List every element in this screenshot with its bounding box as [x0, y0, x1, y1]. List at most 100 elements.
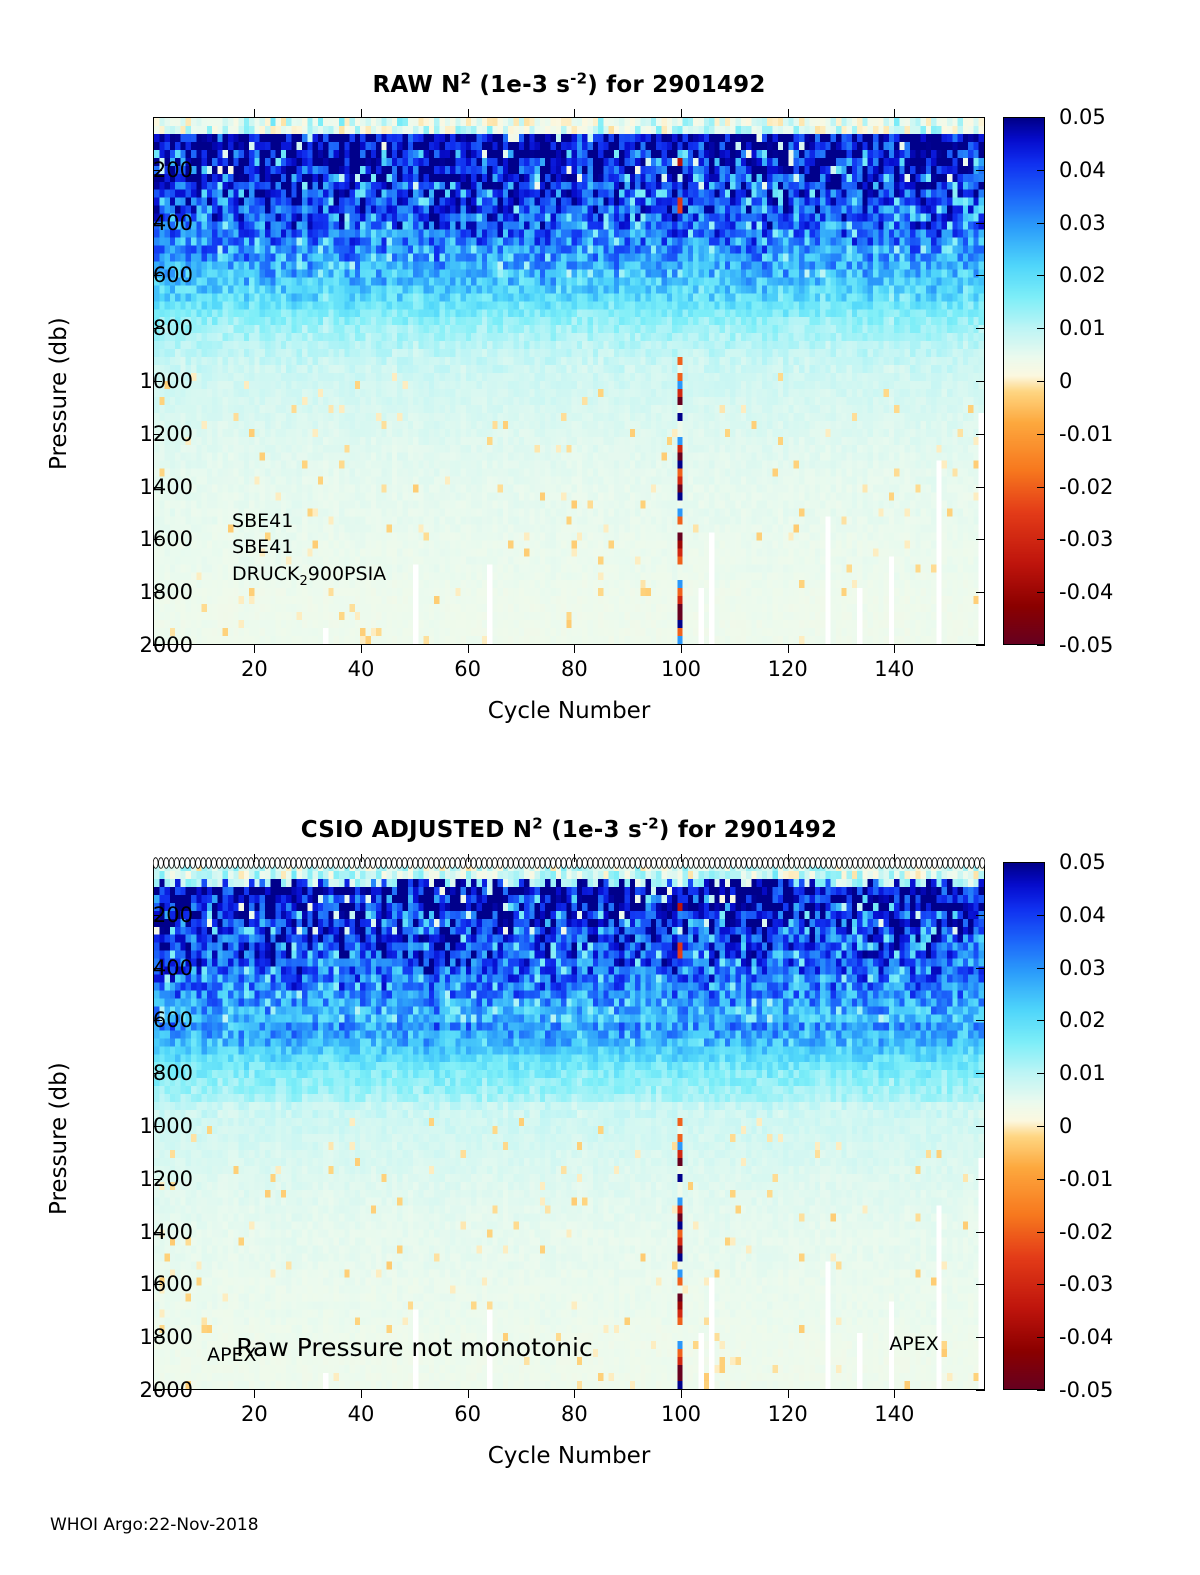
y-tick-mark-right	[976, 592, 985, 594]
y-tick-mark-right	[976, 433, 985, 435]
y-tick-mark-right	[976, 1231, 985, 1233]
colorbar-tick-label: 0.03	[1059, 955, 1106, 980]
panel-raw-title: RAW N2 (1e-3 s-2) for 2901492	[372, 69, 766, 98]
y-tick-mark	[153, 433, 162, 435]
y-tick-mark-right	[976, 967, 985, 969]
y-tick-mark-right	[976, 1126, 985, 1127]
heatmap-raw	[154, 118, 984, 644]
x-tick-label: 120	[767, 1402, 808, 1426]
colorbar-tick-mark	[1037, 1178, 1045, 1180]
x-tick-mark-top	[787, 854, 789, 862]
colorbar-tick-mark	[1037, 914, 1045, 916]
x-tick-mark-top	[361, 109, 362, 117]
x-tick-label: 20	[240, 1402, 268, 1426]
x-tick-mark-top	[254, 109, 256, 117]
colorbar-tick-mark	[1037, 328, 1045, 330]
x-tick-mark-top	[787, 109, 789, 117]
x-tick-mark	[787, 645, 789, 653]
y-tick-mark-right	[976, 275, 985, 277]
colorbar-tick-mark	[1037, 967, 1045, 969]
colorbar-tick-label: 0	[1059, 1114, 1073, 1138]
y-tick-label: 1400	[139, 474, 193, 499]
y-tick-mark-right	[976, 1178, 985, 1180]
y-tick-mark	[153, 914, 162, 916]
x-tick-label: 80	[560, 1402, 588, 1426]
x-tick-mark	[254, 1390, 256, 1398]
x-tick-mark	[894, 645, 896, 653]
x-tick-mark	[681, 645, 682, 653]
y-tick-label: 1600	[139, 1272, 193, 1297]
colorbar-tick-mark	[1037, 222, 1045, 224]
colorbar-tick-label: -0.02	[1059, 474, 1114, 499]
y-tick-label: 2000	[139, 1378, 193, 1402]
y-tick-mark	[153, 1020, 162, 1022]
heatmap-adjusted	[154, 863, 984, 1389]
colorbar-tick-mark	[1037, 1126, 1045, 1127]
colorbar-tick-mark	[1037, 645, 1045, 646]
colorbar-tick-label: 0.04	[1059, 902, 1106, 927]
x-tick-mark	[574, 645, 576, 653]
y-tick-mark	[153, 1126, 162, 1127]
colorbar-tick-mark	[1037, 486, 1045, 488]
y-tick-mark	[153, 222, 162, 224]
x-tick-label: 60	[454, 657, 482, 681]
x-tick-mark-top	[681, 854, 682, 862]
y-tick-mark	[153, 1337, 162, 1339]
y-tick-mark-right	[976, 1337, 985, 1339]
y-tick-mark-right	[976, 486, 985, 488]
colorbar-tick-mark	[1037, 381, 1045, 382]
annotation-subscript: 2	[299, 573, 308, 589]
y-tick-label: 1600	[139, 527, 193, 552]
x-axis-label-raw: Cycle Number	[487, 698, 651, 724]
y-tick-mark	[153, 381, 162, 382]
x-tick-label: 20	[240, 657, 268, 681]
x-tick-mark	[681, 1390, 682, 1398]
y-tick-mark	[153, 645, 162, 646]
y-tick-mark-right	[976, 539, 985, 541]
colorbar-tick-mark	[1037, 433, 1045, 435]
y-tick-mark-right	[976, 914, 985, 916]
colorbar-tick-mark	[1037, 1284, 1045, 1286]
y-tick-mark-right	[976, 222, 985, 224]
y-tick-mark	[153, 539, 162, 541]
y-tick-mark	[153, 169, 162, 171]
colorbar-tick-label: -0.05	[1059, 633, 1114, 657]
colorbar-tick-mark	[1037, 1231, 1045, 1233]
y-tick-mark-right	[976, 645, 985, 646]
y-tick-mark	[153, 1390, 162, 1391]
colorbar-tick-label: -0.01	[1059, 1166, 1114, 1191]
float-type-right: APEX	[889, 1333, 939, 1356]
colorbar-tick-label: 0.05	[1059, 105, 1106, 129]
colorbar-tick-label: -0.05	[1059, 1378, 1114, 1402]
x-tick-mark	[787, 1390, 789, 1398]
y-tick-label: 1800	[139, 1325, 193, 1350]
colorbar-tick-mark	[1037, 539, 1045, 541]
x-tick-label: 40	[347, 1402, 375, 1426]
x-tick-mark-top	[254, 854, 256, 862]
colorbar-tick-mark	[1037, 1073, 1045, 1075]
y-axis-label-raw: Pressure (db)	[46, 317, 72, 470]
colorbar-tick-label: -0.03	[1059, 527, 1114, 552]
x-tick-label: 140	[874, 657, 915, 681]
x-tick-mark-top	[574, 109, 576, 117]
colorbar-tick-label: 0.01	[1059, 316, 1106, 341]
colorbar-tick-label: -0.04	[1059, 580, 1114, 605]
panel-adjusted: CSIO ADJUSTED N2 (1e-3 s-2) for 2901492 …	[0, 745, 1200, 1505]
panel-raw: RAW N2 (1e-3 s-2) for 2901492 Pressure (…	[0, 0, 1200, 760]
heatmap-axes-raw[interactable]	[153, 117, 985, 645]
y-tick-mark	[153, 486, 162, 488]
x-tick-label: 120	[767, 657, 808, 681]
y-tick-mark	[153, 592, 162, 594]
x-tick-mark-top	[467, 854, 469, 862]
figure-footer: WHOI Argo:22-Nov-2018	[50, 1515, 259, 1535]
y-tick-mark	[153, 1178, 162, 1180]
y-tick-mark-right	[976, 328, 985, 330]
colorbar-tick-label: 0	[1059, 369, 1073, 393]
qc-flag-note: Raw Pressure not monotonic	[236, 1333, 593, 1363]
x-tick-mark	[254, 645, 256, 653]
x-tick-label: 140	[874, 1402, 915, 1426]
heatmap-axes-adjusted[interactable]	[153, 862, 985, 1390]
colorbar-tick-label: 0.02	[1059, 1008, 1106, 1033]
x-tick-mark-top	[574, 854, 576, 862]
x-axis-label-adjusted: Cycle Number	[487, 1443, 651, 1469]
